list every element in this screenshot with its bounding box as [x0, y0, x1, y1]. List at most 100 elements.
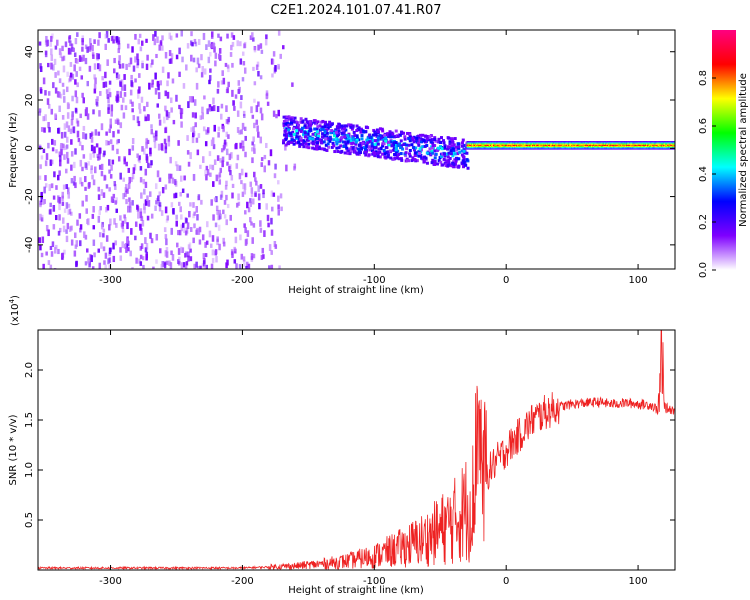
- heatmap-cell: [648, 142, 650, 144]
- heatmap-cell: [505, 147, 508, 149]
- heatmap-cell: [325, 148, 329, 152]
- heatmap-cell: [180, 224, 184, 232]
- heatmap-cell: [594, 141, 596, 143]
- heatmap-cell: [270, 250, 273, 255]
- heatmap-cell: [334, 137, 338, 141]
- heatmap-cell: [123, 217, 127, 224]
- heatmap-cell: [179, 112, 183, 119]
- heatmap-cell: [168, 173, 171, 179]
- heatmap-cell: [54, 72, 57, 78]
- heatmap-cell: [303, 131, 307, 135]
- heatmap-cell: [631, 141, 633, 143]
- heatmap-cell: [111, 144, 115, 151]
- heatmap-cell: [228, 153, 232, 161]
- heatmap-cell: [668, 144, 670, 146]
- heatmap-cell: [419, 133, 423, 137]
- heatmap-cell: [484, 141, 487, 143]
- heatmap-cell: [238, 264, 242, 269]
- heatmap-cell: [509, 145, 512, 148]
- heatmap-cell: [570, 147, 572, 149]
- heatmap-cell: [142, 179, 146, 185]
- heatmap-cell: [575, 142, 577, 144]
- heatmap-cell: [539, 148, 542, 150]
- heatmap-cell: [653, 141, 655, 143]
- heatmap-cell: [482, 145, 485, 148]
- heatmap-cell: [610, 143, 612, 145]
- heatmap-cell: [528, 143, 531, 145]
- heatmap-cell: [408, 148, 412, 152]
- heatmap-cell: [144, 116, 148, 122]
- heatmap-cell: [496, 142, 498, 144]
- heatmap-cell: [555, 144, 557, 146]
- heatmap-cell: [350, 127, 354, 131]
- heatmap-cell: [365, 144, 369, 148]
- heatmap-cell: [151, 79, 154, 85]
- heatmap-cell: [673, 141, 675, 143]
- heatmap-cell: [297, 135, 301, 139]
- heatmap-cell: [587, 148, 590, 150]
- heatmap-cell: [476, 144, 478, 146]
- heatmap-cell: [190, 54, 193, 62]
- heatmap-cell: [197, 63, 201, 69]
- heatmap-cell: [131, 101, 134, 107]
- heatmap-cell: [612, 144, 614, 146]
- heatmap-cell: [584, 145, 587, 148]
- heatmap-cell: [225, 194, 228, 201]
- heatmap-cell: [340, 124, 344, 128]
- heatmap-cell: [491, 148, 494, 150]
- heatmap-cell: [522, 147, 525, 149]
- heatmap-cell: [219, 194, 223, 200]
- heatmap-cell: [100, 242, 103, 249]
- heatmap-cell: [580, 145, 583, 148]
- heatmap-cell: [78, 66, 82, 72]
- heatmap-cell: [659, 147, 662, 149]
- heatmap-cell: [231, 41, 235, 47]
- heatmap-cell: [65, 86, 69, 93]
- heatmap-cell: [499, 142, 501, 144]
- heatmap-cell: [229, 52, 233, 57]
- heatmap-cell: [233, 105, 236, 111]
- heatmap-cell: [145, 138, 148, 145]
- heatmap-cell: [220, 80, 224, 85]
- heatmap-cell: [65, 136, 69, 143]
- heatmap-cell: [658, 145, 661, 148]
- heatmap-cell: [647, 142, 649, 144]
- heatmap-cell: [278, 265, 281, 269]
- heatmap-cell: [648, 145, 650, 148]
- heatmap-cell: [564, 144, 567, 146]
- heatmap-cell: [298, 138, 302, 142]
- heatmap-cell: [623, 143, 626, 145]
- heatmap-cell: [629, 147, 631, 149]
- heatmap-cell: [43, 186, 46, 194]
- heatmap-cell: [383, 152, 387, 156]
- heatmap-cell: [87, 182, 91, 189]
- heatmap-cell: [455, 157, 459, 161]
- x-tick-label: -200: [231, 275, 254, 286]
- heatmap-cell: [308, 120, 312, 124]
- heatmap-cell: [504, 142, 507, 144]
- heatmap-cell: [342, 127, 346, 131]
- heatmap-cell: [144, 181, 148, 188]
- heatmap-cell: [265, 34, 268, 40]
- heatmap-cell: [421, 133, 425, 137]
- heatmap-cell: [112, 193, 116, 199]
- heatmap-cell: [408, 154, 412, 158]
- heatmap-cell: [601, 142, 604, 144]
- heatmap-cell: [647, 145, 649, 148]
- heatmap-cell: [511, 141, 514, 143]
- heatmap-cell: [467, 147, 470, 149]
- heatmap-cell: [216, 106, 220, 113]
- heatmap-cell: [592, 141, 594, 143]
- x-tick-label: 100: [629, 275, 648, 286]
- heatmap-cell: [373, 143, 377, 147]
- heatmap-cell: [479, 148, 481, 150]
- heatmap-cell: [298, 142, 302, 146]
- heatmap-cell: [585, 148, 588, 150]
- heatmap-cell: [671, 142, 673, 144]
- heatmap-cell: [180, 262, 184, 269]
- heatmap-cell: [249, 201, 252, 207]
- heatmap-cell: [282, 120, 286, 124]
- heatmap-cell: [57, 127, 61, 134]
- heatmap-cell: [297, 123, 301, 127]
- heatmap-cell: [214, 222, 218, 228]
